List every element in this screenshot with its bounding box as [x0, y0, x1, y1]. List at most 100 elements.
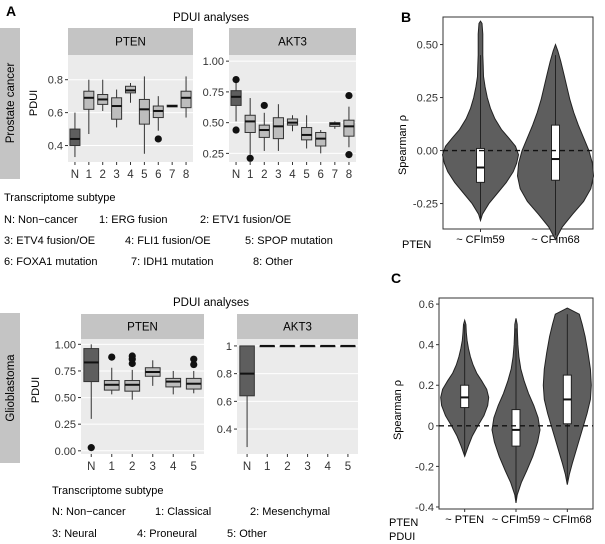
outlier-point — [108, 353, 116, 361]
outlier-point — [190, 355, 198, 363]
y-tick-label: 0.6 — [217, 396, 232, 408]
x-tick-label: 7 — [169, 169, 175, 181]
y-tick-label: 0.00 — [55, 446, 76, 458]
x-tick-label: 3 — [150, 461, 156, 473]
x-tick-label: 3 — [304, 461, 310, 473]
y-tick-label: 0.8 — [217, 369, 232, 381]
x-tick-label: N — [87, 461, 95, 473]
y-tick-label: -0.25 — [413, 199, 438, 211]
strip-prostate-pten-text: PTEN — [115, 37, 146, 49]
x-tick-label: 4 — [325, 461, 332, 473]
prostate-legend-title: Transcriptome subtype — [4, 192, 115, 204]
x-tick-label: 5 — [345, 461, 351, 473]
x-tick-label: 1 — [109, 461, 115, 473]
x-tick-label: 2 — [100, 169, 106, 181]
y-tick-label: 1.00 — [203, 56, 224, 68]
y-tick-label: 1.00 — [55, 339, 76, 351]
legend-item: 2: ETV1 fusion/OE — [200, 214, 291, 226]
legend-item: 1: Classical — [155, 506, 211, 518]
x-tick-label: 8 — [346, 169, 352, 181]
y-tick-label: 0.4 — [48, 141, 63, 153]
box — [83, 90, 95, 110]
legend-item: 8: Other — [253, 256, 293, 268]
y-tick-label: 0.8 — [48, 75, 63, 87]
x-tick-label: 6 — [318, 169, 324, 181]
y-tick-label: 0.25 — [417, 93, 438, 105]
box — [180, 90, 192, 109]
outlier-point — [260, 101, 268, 110]
x-tick-label: 4 — [170, 461, 177, 473]
x-tick-label: ~ PTEN — [445, 514, 484, 526]
outlier-point — [345, 151, 353, 159]
y-tick-label: 0.4 — [419, 340, 434, 352]
chart-panel-c: -0.4 -0.2 0 0.2 0.4 0.6 ~ PTEN ~ CFIm59 ~ CFIm68 — [415, 297, 594, 526]
outlier-point — [87, 444, 95, 452]
panel-letter-b: B — [401, 9, 411, 25]
y-tick-label: 0.2 — [419, 380, 434, 392]
chart-gbm-pten: 0.00 0.25 0.50 0.75 1.00 N 1 2 3 4 5 — [55, 339, 204, 473]
violin-box — [551, 124, 560, 181]
x-tick-label: 2 — [284, 461, 290, 473]
row-label-prostate: Prostate cancer — [0, 28, 20, 179]
panel-background — [229, 55, 356, 162]
x-tick-label: 8 — [183, 169, 189, 181]
box — [83, 348, 100, 383]
row-label-prostate-text: Prostate cancer — [5, 63, 17, 144]
chart-prostate-pten: 0.4 0.6 0.8 N 1 2 3 4 5 6 7 8 — [48, 55, 193, 181]
x-tick-label: 1 — [86, 169, 92, 181]
box — [244, 114, 256, 133]
panel-c-y-axis-title: Spearman ρ — [392, 380, 404, 440]
gbm-legend-title: Transcriptome subtype — [52, 485, 163, 497]
legend-item: 4: FLI1 fusion/OE — [125, 235, 211, 247]
x-tick-label: 2 — [261, 169, 267, 181]
y-tick-label: 0.75 — [55, 366, 76, 378]
outlier-point — [246, 154, 254, 162]
legend-item: 5: SPOP mutation — [245, 235, 333, 247]
row-label-gbm: Glioblastoma — [0, 313, 20, 463]
x-tick-label: 7 — [332, 169, 338, 181]
box — [343, 119, 355, 137]
outlier-point — [154, 135, 162, 143]
panel-letter-a: A — [6, 3, 16, 19]
panel-background — [81, 339, 204, 454]
panel-c-x-prefix-2: PDUI — [389, 531, 415, 543]
box — [124, 380, 141, 392]
strip-prostate-pten: PTEN — [68, 28, 193, 55]
prostate-analysis-title: PDUI analyses — [173, 12, 249, 24]
legend-item: N: Non−cancer — [52, 506, 126, 518]
violin-box — [460, 384, 470, 409]
strip-gbm-akt3: AKT3 — [237, 314, 358, 339]
y-tick-label: 0.4 — [217, 424, 232, 436]
legend-item: 3: Neural — [52, 528, 97, 540]
legend-item: 6: FOXA1 mutation — [4, 256, 98, 268]
x-tick-label: N — [243, 461, 251, 473]
legend-item: 1: ERG fusion — [99, 214, 167, 226]
legend-item: 7: IDH1 mutation — [131, 256, 214, 268]
strip-gbm-akt3-text: AKT3 — [283, 322, 312, 334]
legend-item: 2: Mesenchymal — [250, 506, 330, 518]
gbm-legend: N: Non−cancer 1: Classical 2: Mesenchyma… — [52, 506, 330, 540]
y-tick-label: 0 — [428, 421, 434, 433]
chart-prostate-akt3: 0.25 0.50 0.75 1.00 N 1 2 3 4 5 6 7 8 — [203, 55, 356, 181]
panel-b-x-prefix: PTEN — [402, 239, 431, 251]
y-tick-label: -0.4 — [415, 502, 434, 514]
panel-letter-c: C — [391, 270, 401, 286]
panel-background — [237, 339, 358, 454]
x-tick-label: 6 — [155, 169, 161, 181]
x-tick-label: ~ CFIm59 — [492, 514, 541, 526]
box — [165, 377, 182, 388]
box — [301, 127, 313, 141]
prostate-y-axis-title: PDUI — [28, 90, 40, 116]
x-tick-label: 2 — [129, 461, 135, 473]
box — [69, 128, 81, 147]
box — [138, 98, 150, 125]
outlier-point — [232, 75, 240, 84]
y-tick-label: 0.6 — [419, 299, 434, 311]
violin-box — [511, 409, 521, 447]
chart-panel-b: -0.250.000.250.50~ CFIm59~ CFIm68 — [413, 16, 595, 246]
box — [230, 90, 242, 106]
y-tick-label: 0.50 — [203, 118, 224, 130]
x-tick-label: 1 — [247, 169, 253, 181]
legend-item: 3: ETV4 fusion/OE — [4, 235, 95, 247]
